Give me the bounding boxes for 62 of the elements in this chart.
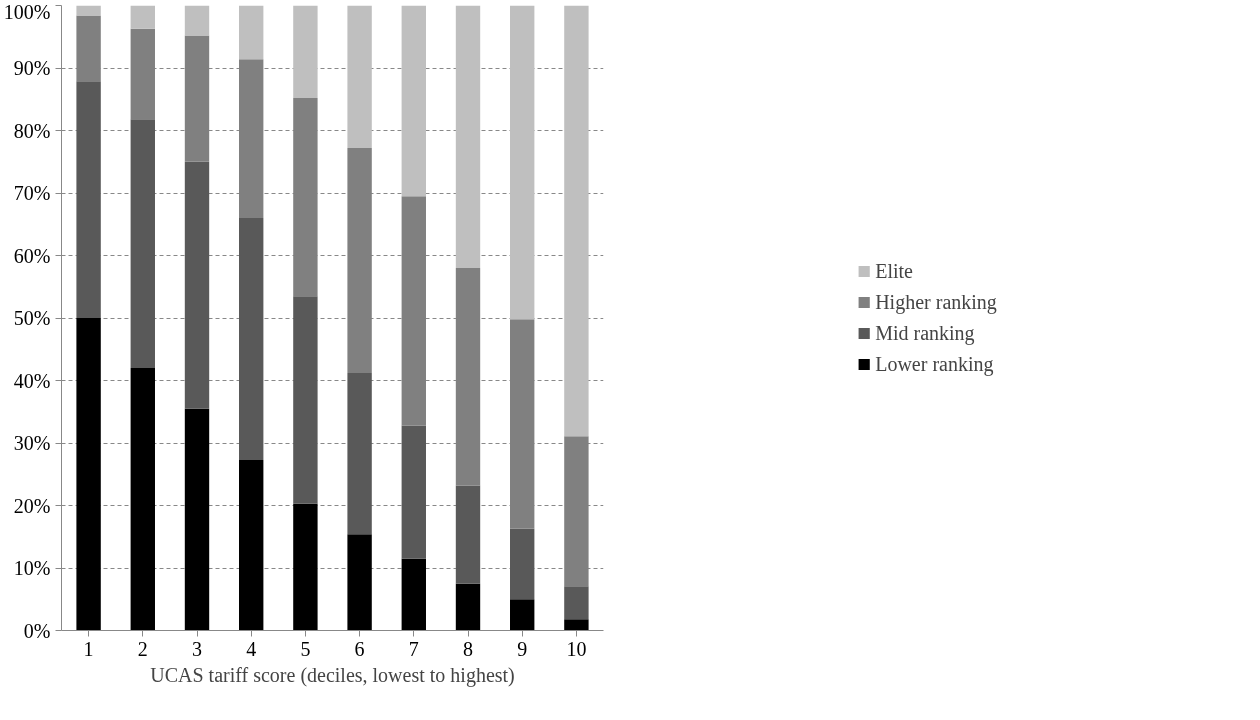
y-tick-label: 100%: [3, 0, 51, 23]
bar: [347, 5, 372, 148]
legend-label: Lower ranking: [875, 352, 994, 376]
bar: [347, 534, 372, 631]
bar: [455, 485, 481, 584]
legend-label: Elite: [875, 259, 913, 283]
bar: [76, 318, 101, 631]
y-tick-label: 20%: [13, 494, 51, 517]
bar: [184, 161, 210, 409]
x-tick-label: 5: [300, 637, 311, 660]
y-tick-label: 50%: [13, 307, 51, 329]
bar: [239, 218, 264, 460]
bar: [455, 268, 481, 486]
bar: [239, 5, 264, 60]
y-tick-label: 60%: [13, 244, 51, 267]
y-tick-label: 90%: [13, 57, 51, 79]
x-tick-label: 4: [246, 637, 257, 660]
legend-label: Mid ranking: [875, 321, 975, 345]
bar: [401, 5, 426, 197]
bar: [76, 5, 101, 16]
x-tick-label: 3: [192, 637, 202, 660]
x-tick-label: 2: [137, 637, 148, 660]
y-tick-label: 30%: [13, 432, 51, 454]
y-tick-label: 0%: [23, 619, 51, 642]
x-tick-label: 9: [517, 637, 528, 660]
bar: [510, 599, 535, 631]
x-tick-label: 10: [566, 637, 587, 660]
y-tick-label: 40%: [13, 369, 51, 392]
bar: [564, 5, 589, 437]
bar: [455, 583, 481, 631]
x-tick-label: 8: [463, 637, 473, 660]
y-tick-label: 10%: [13, 557, 51, 579]
bar: [184, 408, 210, 631]
bar: [76, 15, 101, 82]
bar: [184, 5, 210, 36]
bar: [401, 558, 426, 631]
bar: [455, 5, 481, 268]
bar: [510, 319, 535, 529]
bar: [510, 528, 535, 600]
bar: [564, 619, 589, 631]
bar: [347, 373, 372, 535]
bar: [401, 425, 426, 559]
bar: [239, 459, 264, 631]
bar: [130, 5, 155, 29]
bar: [293, 98, 318, 297]
y-tick-label: 80%: [13, 119, 51, 142]
x-tick-label: 6: [354, 637, 365, 660]
legend-label: Higher ranking: [875, 290, 997, 314]
bar: [293, 5, 318, 98]
bar: [76, 81, 101, 318]
x-axis-title: UCAS tariff score (deciles, lowest to highest): [150, 663, 515, 687]
bar: [401, 196, 426, 426]
bar: [347, 148, 372, 373]
x-tick-label: 7: [408, 637, 419, 660]
bar: [130, 119, 155, 368]
bar: [293, 503, 318, 631]
bar: [564, 586, 589, 620]
y-tick-label: 70%: [13, 182, 51, 204]
bar: [293, 296, 318, 504]
x-tick-label: 1: [83, 637, 94, 660]
bar: [130, 368, 155, 631]
bar: [510, 5, 535, 320]
